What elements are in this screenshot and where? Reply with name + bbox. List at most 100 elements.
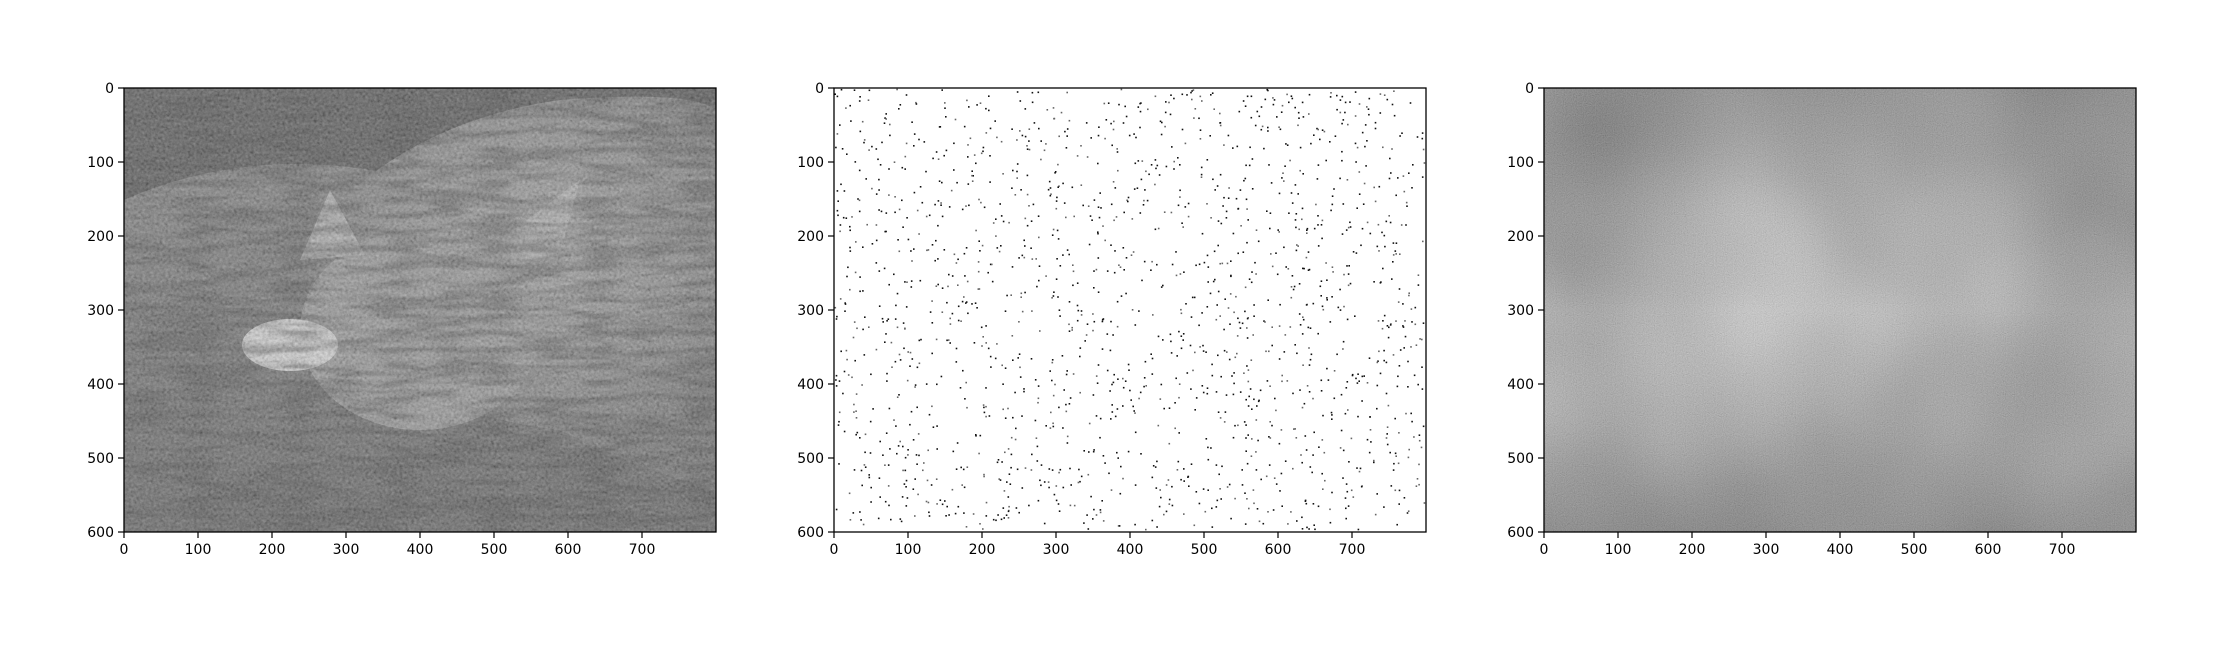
noise-dot — [1399, 349, 1402, 351]
noise-dot — [1219, 124, 1222, 127]
noise-dot — [1138, 310, 1140, 312]
noise-dot — [1255, 229, 1258, 231]
noise-dot — [1403, 190, 1406, 193]
noise-dot — [920, 338, 922, 341]
noise-dot — [1232, 393, 1235, 396]
noise-dot — [1281, 505, 1283, 507]
noise-dot — [951, 488, 954, 491]
noise-dot — [893, 161, 896, 163]
noise-dot — [1008, 221, 1010, 224]
noise-dot — [1333, 370, 1336, 372]
noise-dot — [1395, 253, 1397, 255]
noise-dot — [1421, 176, 1424, 178]
noise-dot — [1330, 209, 1332, 212]
noise-dot — [1408, 294, 1410, 297]
noise-dot — [1001, 364, 1003, 367]
noise-dot — [1282, 172, 1284, 174]
noise-dot — [1150, 353, 1152, 355]
noise-dot — [1117, 169, 1119, 172]
noise-dot — [893, 419, 895, 421]
noise-dot — [856, 327, 858, 330]
noise-dot — [864, 433, 867, 436]
noise-dot — [1322, 308, 1325, 311]
noise-dot — [1085, 334, 1088, 336]
noise-dot — [1113, 373, 1115, 376]
noise-dot — [983, 406, 985, 409]
noise-dot — [963, 512, 965, 514]
noise-dot — [1035, 437, 1038, 439]
noise-dot — [1034, 379, 1037, 381]
noise-dot — [1017, 357, 1019, 359]
noise-dot — [1178, 330, 1180, 333]
noise-dot — [1227, 134, 1230, 137]
noise-dot — [1026, 224, 1029, 227]
noise-dot — [1393, 462, 1395, 465]
noise-dot — [1215, 506, 1218, 508]
noise-dot — [1160, 383, 1163, 386]
noise-dot — [1345, 517, 1347, 520]
noise-dot — [911, 121, 913, 123]
noise-dot — [1286, 144, 1289, 146]
noise-dot — [1138, 397, 1140, 400]
noise-dot — [1288, 101, 1290, 104]
noise-dot — [919, 279, 922, 282]
noise-dot — [1114, 415, 1117, 418]
noise-dot — [1123, 211, 1125, 214]
noise-dot — [837, 214, 839, 217]
noise-dot — [1356, 382, 1359, 384]
noise-dot — [1108, 472, 1110, 475]
noise-dot — [1005, 514, 1008, 516]
noise-dot — [1251, 158, 1254, 160]
noise-dot — [1245, 164, 1247, 167]
noise-dot — [937, 283, 939, 286]
noise-dot — [1096, 382, 1099, 384]
noise-dot — [858, 100, 861, 102]
noise-dot — [1062, 254, 1064, 256]
noise-dot — [863, 354, 866, 356]
noise-dot — [1278, 192, 1281, 195]
noise-dot — [1227, 197, 1230, 199]
noise-dot — [1072, 373, 1075, 375]
noise-dot — [1198, 263, 1201, 266]
noise-dot — [1233, 311, 1235, 314]
noise-dot — [1143, 377, 1146, 379]
noise-dot — [1273, 477, 1276, 479]
noise-dot — [989, 181, 991, 183]
noise-dot — [1170, 211, 1173, 214]
noise-dot — [1171, 146, 1173, 148]
noise-dot — [1137, 106, 1140, 108]
noise-dot — [1076, 155, 1079, 157]
noise-dot — [1383, 94, 1386, 96]
noise-dot — [1326, 299, 1328, 301]
noise-dot — [1284, 165, 1286, 167]
noise-dot — [1043, 149, 1046, 152]
noise-dot — [1095, 514, 1098, 516]
noise-dot — [1249, 146, 1251, 149]
noise-dot — [1145, 528, 1147, 531]
noise-dot — [996, 247, 999, 249]
noise-dot — [1356, 146, 1359, 149]
noise-dot — [1168, 442, 1171, 445]
noise-dot — [866, 223, 868, 226]
noise-dot — [1043, 522, 1046, 525]
noise-dot — [1260, 106, 1263, 108]
noise-dot — [1303, 402, 1306, 405]
noise-dot — [1320, 390, 1323, 392]
noise-dot — [1236, 335, 1239, 337]
noise-dot — [1415, 485, 1418, 487]
noise-dot — [1055, 207, 1058, 210]
noise-dot — [839, 124, 841, 126]
noise-dot — [1173, 97, 1175, 100]
noise-dot — [1418, 483, 1420, 486]
noise-dot — [1163, 211, 1166, 213]
noise-dot — [1279, 303, 1281, 306]
noise-dot — [1246, 365, 1248, 367]
noise-dot — [1099, 509, 1102, 511]
noise-dot — [1236, 145, 1239, 148]
noise-dot — [1102, 318, 1105, 320]
noise-dot — [893, 273, 895, 276]
noise-dot — [1211, 526, 1214, 528]
noise-dot — [1394, 452, 1397, 455]
noise-dot — [1237, 252, 1239, 255]
noise-dot — [1169, 113, 1172, 116]
